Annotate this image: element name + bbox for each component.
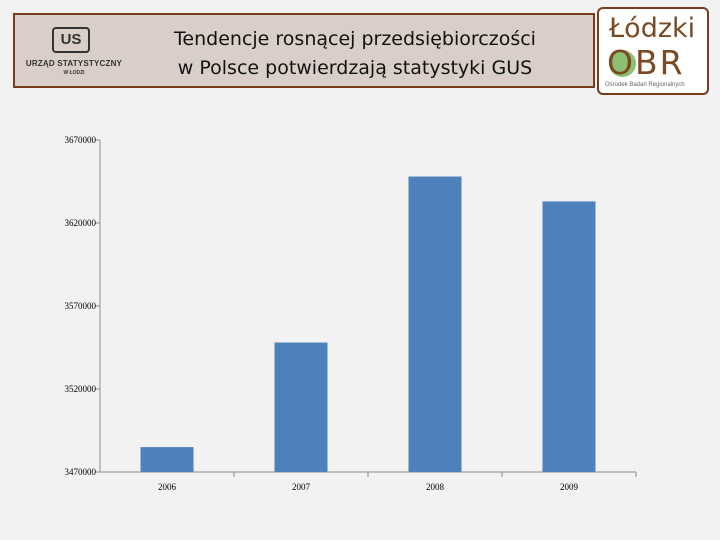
gus-logo-mark: US (52, 27, 90, 53)
lodzki-obr-logo: Łódzki OBR Ośrodek Badań Regionalnych (597, 7, 709, 95)
lodzki-obr-logo-word2-text: OBR (607, 43, 685, 82)
x-tick-label: 2008 (426, 482, 445, 492)
y-tick-label: 3470000 (65, 467, 97, 477)
page-title-line2: w Polsce potwierdzają statystyki GUS (177, 57, 533, 79)
y-tick-label: 3670000 (65, 135, 97, 145)
gus-logo: US URZĄD STATYSTYCZNY W ŁODZI (19, 23, 129, 81)
gus-logo-name: URZĄD STATYSTYCZNY (25, 59, 123, 68)
lodzki-obr-logo-dot (609, 50, 636, 77)
x-tick-label: 2006 (158, 482, 177, 492)
bar-2008 (408, 176, 462, 472)
lodzki-obr-logo-tagline: Ośrodek Badań Regionalnych (605, 82, 685, 88)
bar-2007 (274, 342, 328, 472)
x-tick-label: 2007 (292, 482, 311, 492)
gus-logo-city: W ŁODZI (63, 70, 85, 76)
y-tick-label: 3520000 (65, 384, 97, 394)
bar-2009 (542, 201, 596, 473)
lodzki-obr-logo-word1: Łódzki (609, 13, 696, 44)
bar-2006 (140, 447, 194, 472)
lodzki-obr-logo-word2: OBR (607, 43, 685, 82)
page-title-line1: Tendencje rosnącej przedsiębiorczości (174, 28, 536, 50)
y-tick-label: 3620000 (65, 218, 97, 228)
x-tick-label: 2009 (560, 482, 579, 492)
page-title: Tendencje rosnącej przedsiębiorczości w … (135, 25, 575, 83)
y-tick-label: 3570000 (65, 301, 97, 311)
header-banner: US URZĄD STATYSTYCZNY W ŁODZI Tendencje … (13, 13, 595, 88)
